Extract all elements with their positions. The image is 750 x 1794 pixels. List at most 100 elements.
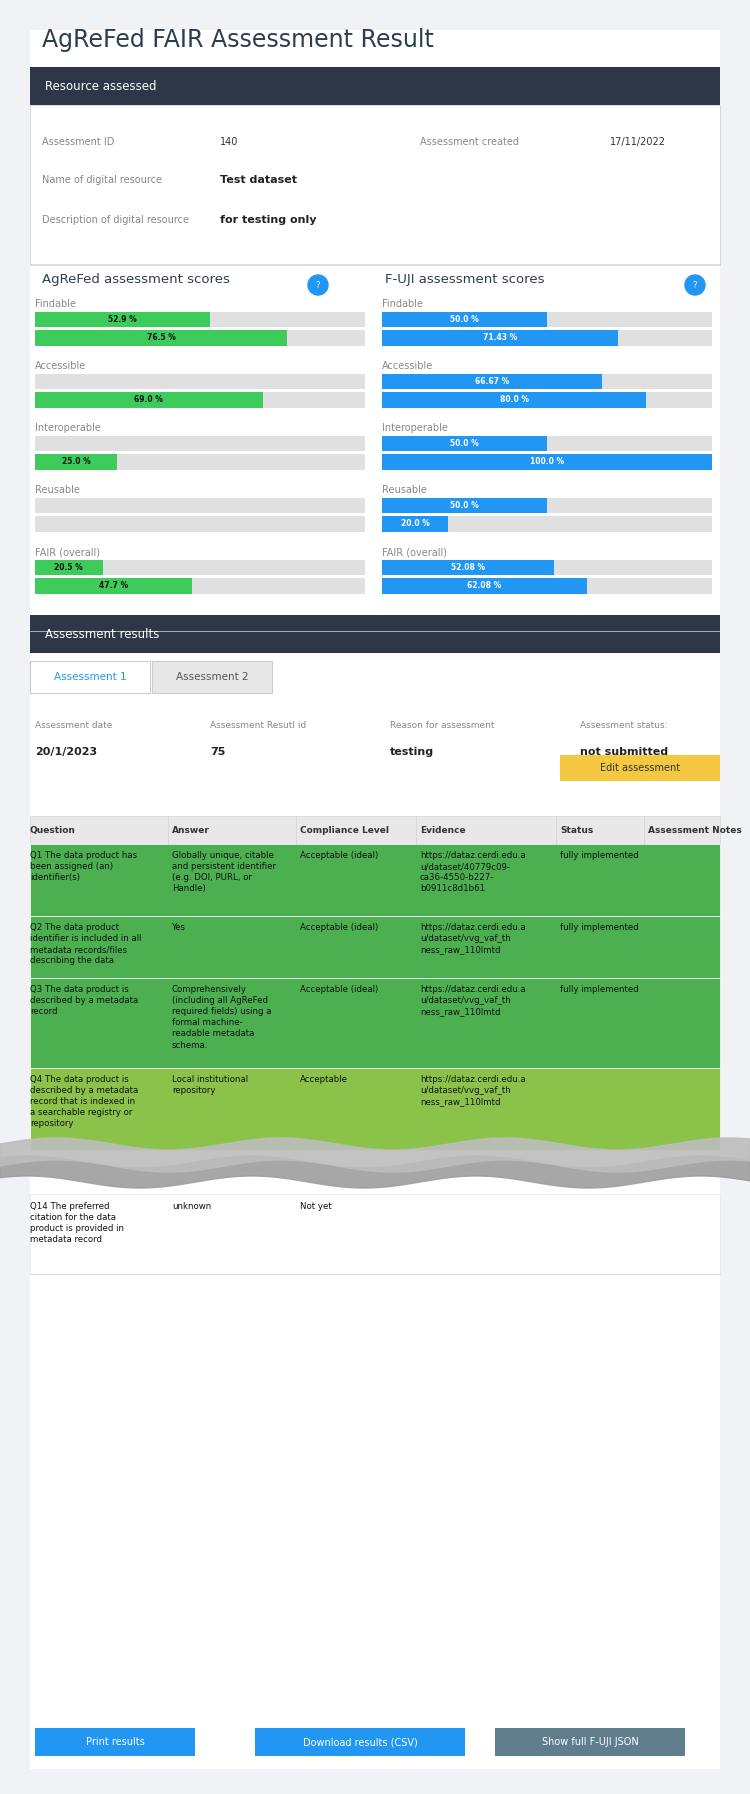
Bar [35,578,193,594]
Text: Accessible: Accessible [382,361,433,371]
Text: ?: ? [693,280,698,289]
Bar [30,978,720,1067]
Text: https://dataz.cerdi.edu.a
u/dataset/40779c09-
ca36-4550-b227-
b0911c8d1b61: https://dataz.cerdi.edu.a u/dataset/4077… [420,850,526,893]
Text: testing: testing [390,746,434,757]
Bar [35,393,365,407]
Text: Assessment Notes: Assessment Notes [648,825,742,834]
Bar [382,454,712,470]
Bar [152,660,272,692]
Text: Assessment ID: Assessment ID [42,136,114,147]
Text: AgReFed assessment scores: AgReFed assessment scores [42,273,230,285]
Text: Test dataset: Test dataset [220,176,297,185]
Bar [382,517,448,531]
Bar [382,497,547,513]
Text: fully implemented: fully implemented [560,850,639,859]
Bar [382,454,712,470]
Bar [35,578,365,594]
Text: Print results: Print results [86,1737,144,1747]
Text: Q3 The data product is
described by a metadata
record: Q3 The data product is described by a me… [30,985,138,1015]
Bar [30,1067,720,1150]
Bar [382,393,712,407]
Bar [30,917,720,978]
Text: 50.0 %: 50.0 % [450,440,478,448]
Text: Assessment Resutl id: Assessment Resutl id [210,721,306,730]
Text: Yes: Yes [172,922,186,933]
Bar [35,517,365,531]
Bar [30,106,720,266]
Text: 25.0 %: 25.0 % [62,457,91,466]
Text: Description of digital resource: Description of digital resource [42,215,189,224]
Text: Assessment date: Assessment date [35,721,112,730]
Text: Comprehensively
(including all AgReFed
required fields) using a
formal machine-
: Comprehensively (including all AgReFed r… [172,985,272,1049]
Text: Q2 The data product
identifier is included in all
metadata records/files
describ: Q2 The data product identifier is includ… [30,922,142,965]
Text: 50.0 %: 50.0 % [450,501,478,509]
Text: Compliance Level: Compliance Level [300,825,389,834]
Bar [382,373,602,389]
Bar [30,843,720,917]
Text: Acceptable (ideal): Acceptable (ideal) [300,850,378,859]
Bar [35,454,118,470]
Text: Download results (CSV): Download results (CSV) [302,1737,417,1747]
Text: Reusable: Reusable [382,484,427,495]
Text: not submitted: not submitted [580,746,668,757]
Bar [35,312,365,327]
Text: 80.0 %: 80.0 % [500,395,529,404]
Text: 66.67 %: 66.67 % [475,377,509,386]
Bar [382,436,547,450]
Bar [35,560,365,576]
Circle shape [685,274,705,294]
Text: 71.43 %: 71.43 % [483,334,517,343]
Bar [35,436,365,450]
Text: 20.5 %: 20.5 % [55,563,83,572]
Text: 50.0 %: 50.0 % [450,314,478,323]
Bar [30,1195,720,1274]
Text: Globally unique, citable
and persistent identifier
(e.g. DOI, PURL, or
Handle): Globally unique, citable and persistent … [172,850,276,893]
Text: 20.0 %: 20.0 % [400,518,430,527]
Bar [30,816,720,843]
Text: ?: ? [316,280,320,289]
Text: Local institutional
repository: Local institutional repository [172,1075,248,1094]
Text: Q1 The data product has
been assigned (an)
identifier(s): Q1 The data product has been assigned (a… [30,850,137,883]
Bar [382,497,712,513]
Text: Acceptable (ideal): Acceptable (ideal) [300,922,378,933]
Text: Assessment 2: Assessment 2 [176,673,248,682]
Text: 69.0 %: 69.0 % [134,395,164,404]
Bar [382,330,618,346]
Bar [35,1728,195,1756]
Text: FAIR (overall): FAIR (overall) [382,547,447,556]
Text: https://dataz.cerdi.edu.a
u/dataset/vvg_vaf_th
ness_raw_110lmtd: https://dataz.cerdi.edu.a u/dataset/vvg_… [420,985,526,1015]
Text: fully implemented: fully implemented [560,985,639,994]
Text: Assessment 1: Assessment 1 [54,673,126,682]
Bar [560,755,720,780]
Bar [35,497,365,513]
Text: AgReFed FAIR Assessment Result: AgReFed FAIR Assessment Result [42,29,433,52]
Text: Q14 The preferred
citation for the data
product is provided in
metadata record: Q14 The preferred citation for the data … [30,1202,124,1245]
Bar [382,312,547,327]
Text: Acceptable (ideal): Acceptable (ideal) [300,985,378,994]
Text: Q4 The data product is
described by a metadata
record that is indexed in
a searc: Q4 The data product is described by a me… [30,1075,138,1128]
Text: Answer: Answer [172,825,210,834]
Bar [382,373,712,389]
Text: Edit assessment: Edit assessment [600,762,680,773]
Text: Findable: Findable [35,300,76,309]
Text: Findable: Findable [382,300,423,309]
Bar [382,330,712,346]
Bar [382,560,712,576]
Bar [30,660,150,692]
Text: unknown: unknown [172,1202,211,1211]
Text: fully implemented: fully implemented [560,922,639,933]
Text: Accessible: Accessible [35,361,86,371]
Text: Resource assessed: Resource assessed [45,79,157,93]
Text: https://dataz.cerdi.edu.a
u/dataset/vvg_vaf_th
ness_raw_110lmtd: https://dataz.cerdi.edu.a u/dataset/vvg_… [420,1075,526,1107]
Bar [495,1728,685,1756]
Bar [35,330,365,346]
Text: Reusable: Reusable [35,484,80,495]
Text: Evidence: Evidence [420,825,466,834]
Text: Assessment results: Assessment results [45,628,159,640]
Text: 75: 75 [210,746,225,757]
Bar [255,1728,465,1756]
Text: Assessment created: Assessment created [420,136,519,147]
Bar [382,578,586,594]
Text: Not yet: Not yet [300,1202,332,1211]
Text: Acceptable: Acceptable [300,1075,348,1084]
